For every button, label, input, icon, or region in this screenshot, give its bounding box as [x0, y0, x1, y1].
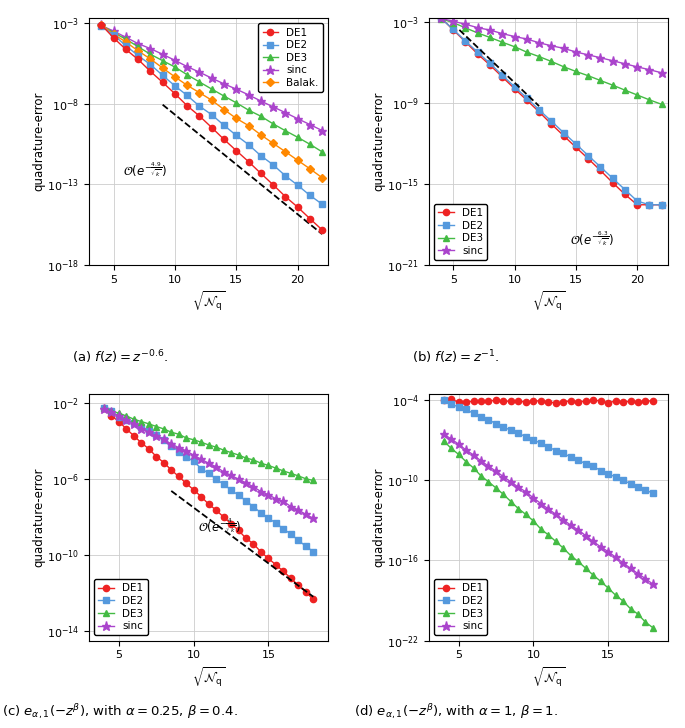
Text: (a) $f(z) = z^{-0.6}$.: (a) $f(z) = z^{-0.6}$. [72, 348, 168, 365]
Legend: DE1, DE2, DE3, sinc: DE1, DE2, DE3, sinc [434, 579, 487, 636]
Text: $\mathcal{O}(e^{-\frac{4.9}{\sqrt{k}}})$: $\mathcal{O}(e^{-\frac{4.9}{\sqrt{k}}})$ [123, 160, 167, 179]
Y-axis label: quadrature-error: quadrature-error [373, 92, 386, 191]
Legend: DE1, DE2, DE3, sinc: DE1, DE2, DE3, sinc [434, 204, 487, 260]
X-axis label: $\sqrt{\mathcal{N}_{\mathrm{q}}}$: $\sqrt{\mathcal{N}_{\mathrm{q}}}$ [532, 666, 565, 690]
Text: (d) $e_{\alpha,1}(-z^{\beta})$, with $\alpha = 1$, $\beta = 1$.: (d) $e_{\alpha,1}(-z^{\beta})$, with $\a… [353, 703, 558, 722]
Text: $\mathcal{O}(e^{-\frac{6.3}{\sqrt{k}}})$: $\mathcal{O}(e^{-\frac{6.3}{\sqrt{k}}})$ [570, 230, 614, 248]
Legend: DE1, DE2, DE3, sinc, Balak.: DE1, DE2, DE3, sinc, Balak. [258, 23, 323, 92]
Y-axis label: quadrature-error: quadrature-error [373, 467, 386, 567]
X-axis label: $\sqrt{\mathcal{N}_{\mathrm{q}}}$: $\sqrt{\mathcal{N}_{\mathrm{q}}}$ [192, 666, 225, 690]
Text: (c) $e_{\alpha,1}(-z^{\beta})$, with $\alpha = 0.25$, $\beta = 0.4$.: (c) $e_{\alpha,1}(-z^{\beta})$, with $\a… [2, 703, 238, 722]
Legend: DE1, DE2, DE3, sinc: DE1, DE2, DE3, sinc [95, 579, 148, 636]
Y-axis label: quadrature-error: quadrature-error [33, 467, 46, 567]
Text: $\mathcal{O}(e^{-\frac{4}{\sqrt{k}}})$: $\mathcal{O}(e^{-\frac{4}{\sqrt{k}}})$ [198, 517, 242, 536]
Text: (b) $f(z) = z^{-1}$.: (b) $f(z) = z^{-1}$. [412, 348, 499, 365]
X-axis label: $\sqrt{\mathcal{N}_{\mathrm{q}}}$: $\sqrt{\mathcal{N}_{\mathrm{q}}}$ [532, 290, 565, 314]
X-axis label: $\sqrt{\mathcal{N}_{\mathrm{q}}}$: $\sqrt{\mathcal{N}_{\mathrm{q}}}$ [192, 290, 225, 314]
Y-axis label: quadrature-error: quadrature-error [33, 92, 46, 191]
